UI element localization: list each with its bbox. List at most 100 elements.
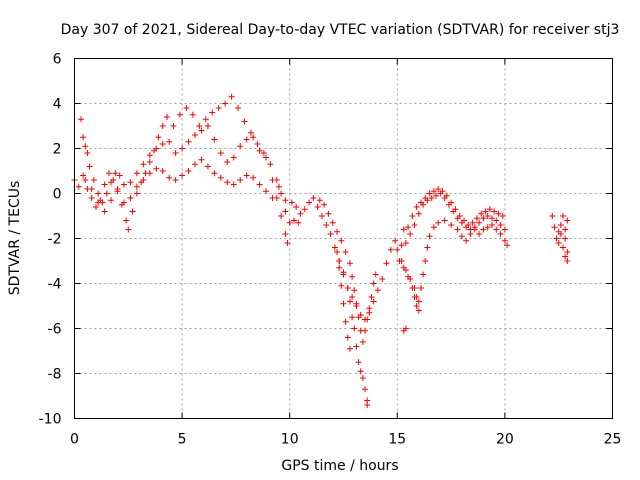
data-point bbox=[133, 190, 140, 197]
data-point bbox=[80, 134, 87, 141]
data-point bbox=[77, 116, 84, 123]
data-point bbox=[112, 170, 119, 177]
data-point bbox=[310, 195, 317, 201]
data-point bbox=[454, 215, 461, 222]
series-sat_h bbox=[394, 217, 508, 305]
x-tick-label: 10 bbox=[281, 432, 299, 448]
data-point bbox=[342, 318, 349, 325]
data-point bbox=[288, 199, 295, 206]
data-point bbox=[383, 260, 390, 267]
data-point bbox=[430, 224, 437, 231]
data-point bbox=[243, 136, 250, 143]
data-point bbox=[286, 219, 293, 226]
plot-frame bbox=[74, 58, 613, 419]
data-point bbox=[417, 285, 424, 291]
data-points bbox=[71, 93, 571, 408]
data-point bbox=[349, 314, 356, 321]
data-point bbox=[396, 258, 403, 264]
data-point bbox=[179, 145, 186, 152]
axis-ticks: 0 5 10 15 20 25 -10 -8 -6 -4 -2 0 2 4 6 bbox=[39, 52, 622, 448]
data-point bbox=[368, 294, 375, 300]
y-tick-label: 4 bbox=[53, 97, 62, 113]
data-point bbox=[196, 123, 203, 129]
data-point bbox=[488, 215, 495, 222]
data-point bbox=[422, 258, 429, 264]
data-point bbox=[411, 294, 418, 300]
data-point bbox=[435, 219, 442, 226]
chart-title: Day 307 of 2021, Sidereal Day-to-day VTE… bbox=[61, 22, 620, 38]
data-point bbox=[560, 213, 567, 219]
data-point bbox=[398, 242, 405, 249]
data-point bbox=[370, 280, 377, 287]
data-point bbox=[269, 177, 276, 183]
data-point bbox=[458, 233, 465, 240]
data-point bbox=[146, 159, 153, 165]
data-point bbox=[501, 237, 508, 244]
x-tick-label: 20 bbox=[496, 432, 514, 448]
data-point bbox=[153, 165, 160, 172]
data-point bbox=[318, 213, 325, 219]
data-point bbox=[114, 188, 121, 195]
data-point bbox=[488, 222, 495, 228]
data-point bbox=[364, 316, 371, 323]
data-point bbox=[370, 298, 377, 305]
data-point bbox=[120, 199, 127, 206]
data-point bbox=[473, 215, 480, 222]
y-tick-label: -4 bbox=[48, 277, 62, 293]
y-tick-label: -10 bbox=[39, 412, 62, 428]
data-point bbox=[120, 181, 127, 188]
data-point bbox=[93, 204, 100, 210]
y-tick-label: -6 bbox=[48, 322, 62, 338]
data-point bbox=[80, 172, 87, 179]
y-axis-label: SDTVAR / TECUs bbox=[7, 181, 23, 296]
data-point bbox=[362, 327, 369, 334]
data-point bbox=[478, 210, 485, 217]
data-point bbox=[441, 195, 448, 201]
data-point bbox=[325, 210, 332, 217]
data-point bbox=[493, 217, 500, 224]
data-point bbox=[334, 249, 341, 255]
data-point bbox=[364, 402, 371, 408]
data-point bbox=[101, 208, 108, 215]
data-point bbox=[424, 197, 431, 204]
data-point bbox=[415, 210, 422, 217]
data-point bbox=[491, 208, 498, 215]
data-point bbox=[355, 359, 362, 366]
data-point bbox=[75, 183, 82, 190]
data-point bbox=[551, 224, 558, 231]
data-point bbox=[204, 163, 211, 170]
data-point bbox=[263, 154, 270, 161]
data-point bbox=[402, 240, 409, 246]
data-point bbox=[379, 276, 386, 282]
data-point bbox=[105, 170, 112, 177]
data-point bbox=[282, 208, 289, 215]
data-point bbox=[82, 177, 89, 183]
data-point bbox=[413, 204, 420, 210]
data-point bbox=[172, 177, 179, 183]
data-point bbox=[495, 210, 502, 217]
data-point bbox=[450, 208, 457, 215]
data-point bbox=[185, 138, 192, 145]
data-point bbox=[351, 325, 358, 332]
data-point bbox=[316, 197, 323, 204]
data-point bbox=[211, 170, 218, 177]
y-tick-label: -2 bbox=[48, 232, 62, 248]
y-tick-label: -8 bbox=[48, 367, 62, 383]
data-point bbox=[362, 386, 369, 393]
series-sat_g bbox=[334, 249, 353, 352]
data-point bbox=[433, 192, 440, 199]
data-point bbox=[402, 325, 409, 332]
data-point bbox=[486, 206, 493, 213]
data-point bbox=[353, 300, 360, 307]
data-point bbox=[133, 170, 140, 177]
data-point bbox=[284, 240, 291, 246]
data-point bbox=[467, 226, 474, 233]
data-point bbox=[499, 213, 506, 219]
data-point bbox=[405, 224, 412, 231]
data-point bbox=[202, 116, 209, 123]
data-point bbox=[88, 186, 95, 192]
data-point bbox=[448, 222, 455, 228]
data-point bbox=[463, 237, 470, 244]
data-point bbox=[166, 174, 173, 181]
